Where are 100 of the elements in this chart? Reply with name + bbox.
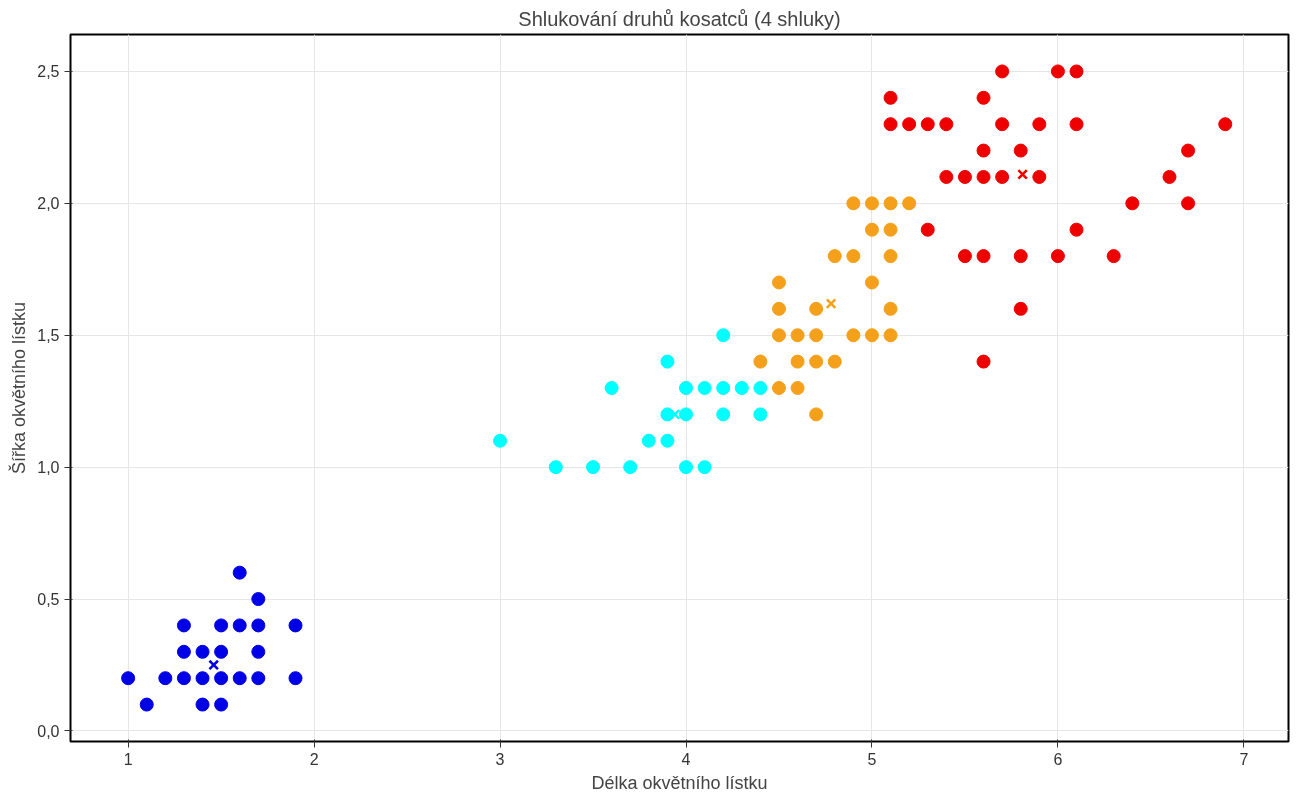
point xyxy=(195,644,210,659)
point xyxy=(790,354,805,369)
point xyxy=(939,169,954,184)
point xyxy=(790,328,805,343)
point xyxy=(195,671,210,686)
point xyxy=(548,460,563,475)
point xyxy=(846,328,861,343)
x-tick-label: 4 xyxy=(681,750,691,768)
point xyxy=(214,697,229,712)
point xyxy=(753,407,768,422)
point xyxy=(1181,196,1196,211)
x-tick-label: 6 xyxy=(1053,750,1063,768)
point xyxy=(251,644,266,659)
point xyxy=(976,143,991,158)
point xyxy=(809,328,824,343)
point xyxy=(864,222,879,237)
point xyxy=(288,618,303,633)
point xyxy=(604,381,619,395)
x-tick-label: 3 xyxy=(495,750,505,768)
point xyxy=(251,618,266,633)
point xyxy=(251,671,266,686)
y-tick-label: 0,5 xyxy=(37,591,60,609)
point xyxy=(716,381,731,395)
point xyxy=(176,618,191,633)
point xyxy=(1013,249,1028,264)
point xyxy=(864,196,879,211)
point xyxy=(771,301,786,316)
y-tick-label: 2,0 xyxy=(37,195,60,213)
y-axis-title: Šířka okvětního lístku xyxy=(8,301,30,475)
point xyxy=(697,381,712,395)
point xyxy=(864,328,879,343)
point xyxy=(623,460,638,475)
point xyxy=(1069,64,1084,79)
point xyxy=(195,697,210,712)
point xyxy=(771,328,786,343)
point xyxy=(995,64,1010,79)
point xyxy=(660,433,675,448)
point xyxy=(920,117,935,132)
point xyxy=(883,222,898,237)
point xyxy=(660,354,675,369)
point xyxy=(827,354,842,369)
point xyxy=(883,196,898,211)
point xyxy=(716,407,731,422)
point xyxy=(679,407,694,422)
point xyxy=(976,90,991,105)
y-tick-label: 2,5 xyxy=(37,63,60,81)
point xyxy=(827,249,842,264)
point xyxy=(883,90,898,105)
point xyxy=(586,460,601,475)
point xyxy=(232,671,247,686)
point xyxy=(1032,169,1047,184)
x-tick-label: 7 xyxy=(1239,750,1249,768)
point xyxy=(790,381,805,395)
point xyxy=(902,196,917,211)
point xyxy=(232,618,247,633)
y-tick-label: 1,0 xyxy=(37,459,60,477)
point xyxy=(902,117,917,132)
point xyxy=(232,565,247,580)
point xyxy=(679,460,694,475)
point xyxy=(176,671,191,686)
point xyxy=(214,618,229,633)
y-tick-label: 0,0 xyxy=(37,722,60,740)
point xyxy=(883,328,898,343)
point xyxy=(995,117,1010,132)
point xyxy=(1013,301,1028,316)
point xyxy=(825,298,837,310)
point xyxy=(288,671,303,686)
point xyxy=(957,169,972,184)
point xyxy=(641,433,656,448)
point xyxy=(734,381,749,395)
point xyxy=(976,169,991,184)
point xyxy=(1181,143,1196,158)
point xyxy=(176,644,191,659)
point xyxy=(251,592,266,607)
point xyxy=(846,249,861,264)
point xyxy=(753,354,768,369)
point xyxy=(679,381,694,395)
point xyxy=(957,249,972,264)
point xyxy=(883,117,898,132)
point xyxy=(939,117,954,132)
x-axis-title: Délka okvětního lístku xyxy=(591,772,768,793)
point xyxy=(1069,222,1084,237)
y-tick-label: 1,5 xyxy=(37,327,60,345)
point xyxy=(883,301,898,316)
x-tick-label: 1 xyxy=(123,750,133,768)
point xyxy=(809,301,824,316)
point xyxy=(1106,249,1121,264)
point xyxy=(920,222,935,237)
point xyxy=(1017,168,1029,180)
point xyxy=(809,354,824,369)
chart-title: Shlukování druhů kosatců (4 shluky) xyxy=(518,7,841,30)
point xyxy=(493,433,508,448)
x-tick-label: 2 xyxy=(309,750,319,768)
point xyxy=(1218,117,1233,132)
point xyxy=(809,407,824,422)
point xyxy=(1032,117,1047,132)
point xyxy=(1162,169,1177,184)
point xyxy=(1050,249,1065,264)
point xyxy=(864,275,879,290)
point xyxy=(846,196,861,211)
